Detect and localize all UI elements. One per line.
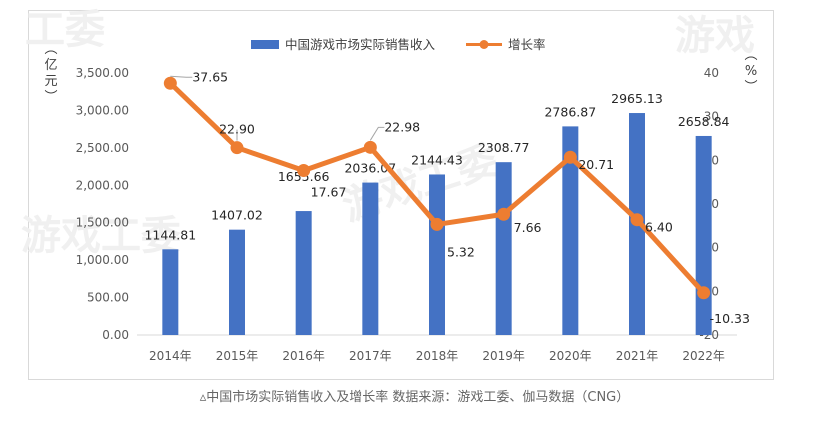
x-axis-tick-label: 2021年 [616, 349, 659, 363]
bar [295, 211, 312, 335]
bar-data-label: 2144.43 [411, 152, 463, 167]
x-axis-tick-label: 2019年 [482, 349, 525, 363]
data-label-leader [369, 126, 385, 141]
legend-bar-label: 中国游戏市场实际销售收入 [285, 37, 436, 52]
bar [495, 162, 512, 335]
bar-data-label: 1144.81 [144, 227, 196, 242]
right-axis-tick-label: 0 [711, 241, 719, 255]
growth-rate-point [163, 76, 177, 90]
growth-rate-point [497, 207, 511, 221]
growth-rate-point [697, 286, 711, 300]
growth-rate-point [630, 213, 644, 227]
bar [229, 229, 245, 335]
watermark: 工委 [25, 7, 105, 53]
watermark: 游戏 [675, 13, 755, 59]
bar-data-label: 2965.13 [611, 91, 663, 106]
left-axis-tick-label: 1,000.00 [76, 253, 129, 267]
right-axis-tick-label: 30 [704, 110, 719, 124]
left-axis-tick-label: 1,500.00 [76, 216, 129, 230]
x-axis-tick-label: 2015年 [216, 349, 259, 363]
line-data-label: 22.90 [219, 122, 255, 137]
x-axis-tick-label: 2022年 [682, 349, 725, 363]
bar [562, 126, 579, 335]
x-axis-tick-label: 2018年 [416, 349, 459, 363]
line-data-label: 17.67 [311, 185, 347, 200]
bar-data-label: 1407.02 [211, 208, 263, 223]
bar [429, 174, 445, 335]
line-data-label: 20.71 [578, 157, 614, 172]
left-axis-tick-label: 500.00 [87, 291, 129, 305]
legend-line-label: 增长率 [508, 37, 546, 52]
line-data-label: 37.65 [192, 69, 228, 84]
x-axis-tick-label: 2014年 [149, 349, 192, 363]
line-data-label: 22.98 [384, 119, 420, 134]
bar [362, 182, 379, 335]
x-axis-tick-label: 2020年 [549, 349, 592, 363]
left-axis-tick-label: 0.00 [102, 328, 129, 342]
left-axis-tick-label: 3,000.00 [76, 103, 129, 117]
left-axis-tick-label: 2,000.00 [76, 178, 129, 192]
bar [162, 249, 179, 335]
legend-line-marker [479, 40, 489, 49]
bar-data-label: 2308.77 [478, 140, 530, 155]
chart-caption: ▵中国市场实际销售收入及增长率 数据来源：游戏工委、伽马数据（CNG） [0, 386, 829, 405]
left-axis-title: ︵亿元︶ [44, 42, 57, 105]
bar-data-label: 2658.84 [678, 114, 730, 129]
line-data-label: -10.33 [710, 311, 750, 326]
growth-rate-point [230, 141, 244, 155]
left-axis-tick-label: 3,500.00 [76, 66, 129, 80]
combo-chart: 0.00 500.00 1,000.00 1,500.00 2,000.00 2,500.… [44, 37, 757, 363]
growth-rate-point [363, 140, 377, 154]
data-label-leader [170, 75, 193, 78]
legend-bar-swatch [251, 40, 279, 49]
bar-data-label: 2786.87 [544, 104, 596, 119]
growth-rate-point [563, 150, 577, 164]
line-data-label: 7.66 [514, 220, 542, 235]
line-data-label: 6.40 [645, 220, 673, 235]
right-axis-tick-label: 40 [704, 66, 719, 80]
line-data-label: 5.32 [447, 244, 475, 259]
bar [695, 135, 712, 335]
x-axis-tick-label: 2017年 [349, 349, 392, 363]
chart-frame: 工委 游戏工委 游戏工委 游戏 0.00 500.00 1,000.00 1,500.… [21, 7, 774, 380]
growth-rate-point [297, 164, 311, 178]
left-axis-tick-label: 2,500.00 [76, 141, 129, 155]
right-axis-title: ︵% ︶ [744, 48, 757, 95]
x-axis-tick-label: 2016年 [282, 349, 325, 363]
caption-text: 中国市场实际销售收入及增长率 数据来源：游戏工委、伽马数据（CNG） [206, 390, 630, 405]
caption-marker-icon: ▵ [199, 390, 207, 405]
watermark: 游戏工委 [21, 213, 181, 259]
growth-rate-point [430, 217, 444, 231]
